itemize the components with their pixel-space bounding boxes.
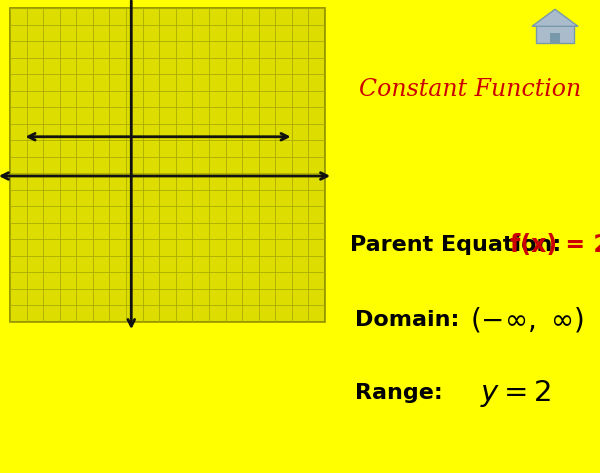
Polygon shape	[532, 9, 578, 26]
Bar	[550, 33, 560, 44]
Text: f(x) = 2: f(x) = 2	[510, 233, 600, 257]
Text: Domain:: Domain:	[355, 310, 460, 330]
Text: Parent Equation:: Parent Equation:	[350, 235, 561, 255]
Text: $(-\infty,\ \infty)$: $(-\infty,\ \infty)$	[470, 306, 584, 334]
Text: $y = 2$: $y = 2$	[480, 377, 551, 409]
Text: Constant Function: Constant Function	[359, 79, 581, 102]
Bar	[536, 25, 574, 44]
Bar	[10, 8, 325, 322]
Text: Range:: Range:	[355, 383, 443, 403]
